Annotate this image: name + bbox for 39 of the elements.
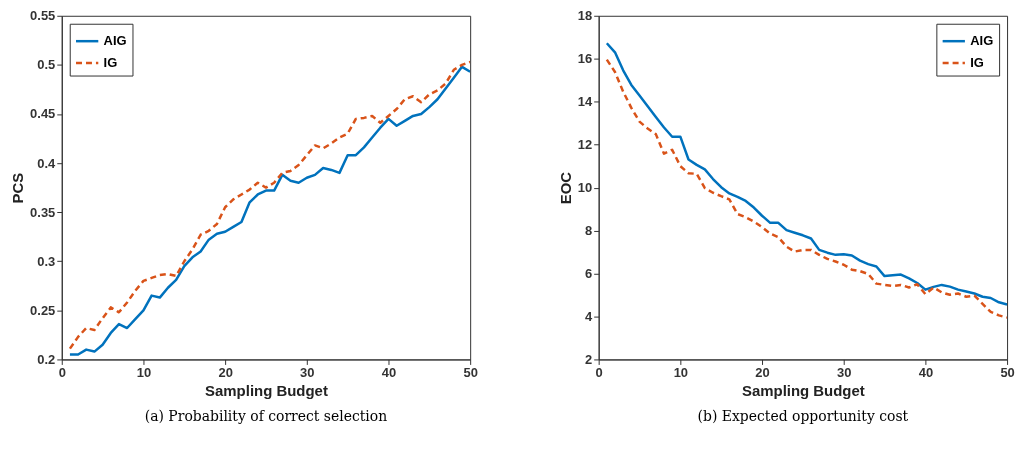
y-tick-label: 8 — [584, 223, 593, 239]
legend-label: AIG — [103, 33, 127, 49]
y-tick-label: 0.45 — [30, 106, 56, 122]
x-tick-label: 0 — [595, 364, 603, 380]
text: (b) Expected opportunity cost — [697, 408, 909, 425]
x-tick-label: 30 — [300, 364, 315, 380]
y-tick-label: 0.3 — [37, 253, 56, 269]
y-tick-label: 0.35 — [30, 204, 56, 220]
x-tick-label: 40 — [918, 364, 934, 380]
x-tick-label: 40 — [381, 364, 397, 380]
y-tick-label: 2 — [584, 351, 593, 367]
y-tick-label: 0.5 — [37, 57, 56, 73]
y-tick-label: 0.2 — [37, 351, 56, 367]
text: (a) Probability of correct selection — [144, 408, 388, 425]
legend-label: IG — [970, 55, 984, 71]
y-tick-label: 14 — [577, 94, 593, 110]
x-tick-label: 10 — [673, 364, 689, 380]
y-tick-label: 0.25 — [30, 302, 56, 318]
x-tick-label: 20 — [755, 364, 770, 380]
y-axis-title: EOC — [556, 171, 574, 205]
legend-label: IG — [103, 55, 118, 71]
y-tick-label: 0.55 — [30, 8, 56, 24]
x-tick-label: 0 — [58, 364, 66, 380]
x-tick-label: 50 — [1000, 364, 1015, 380]
y-tick-label: 4 — [584, 308, 593, 324]
x-tick-label: 50 — [463, 364, 478, 380]
y-tick-label: 6 — [584, 266, 593, 282]
x-axis-title: Sampling Budget — [205, 381, 328, 399]
y-tick-label: 16 — [577, 51, 593, 67]
y-tick-label: 10 — [577, 180, 593, 196]
x-axis-title: Sampling Budget — [741, 381, 865, 399]
y-tick-label: 0.4 — [37, 155, 57, 171]
x-tick-label: 20 — [218, 364, 233, 380]
legend-label: AIG — [970, 33, 994, 49]
x-tick-label: 10 — [136, 364, 152, 380]
y-axis-title: PCS — [9, 172, 27, 204]
x-tick-label: 30 — [837, 364, 852, 380]
y-tick-label: 12 — [577, 137, 593, 153]
y-tick-label: 18 — [577, 8, 593, 24]
